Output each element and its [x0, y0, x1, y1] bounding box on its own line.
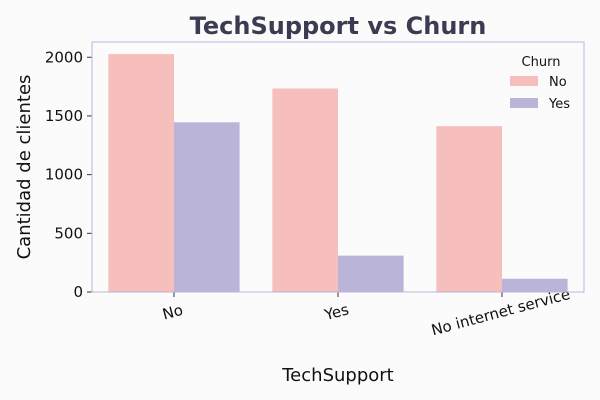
x-axis: No Yes No internet service [161, 285, 573, 339]
x-axis-label: TechSupport [281, 365, 393, 386]
y-tick-label: 1500 [45, 107, 83, 125]
legend-swatch-yes [510, 98, 538, 108]
plot-frame [91, 41, 585, 293]
y-tick-label: 500 [54, 224, 83, 242]
bars-group [108, 54, 568, 293]
x-tick-label: No [161, 301, 185, 324]
y-tick-label: 2000 [45, 48, 83, 66]
legend: Churn No Yes [510, 55, 570, 112]
y-tick-label: 1000 [45, 166, 83, 184]
legend-title: Churn [522, 55, 561, 70]
bar-no-0 [108, 54, 174, 293]
bar-no-2 [436, 126, 502, 293]
y-tick-label: 0 [73, 283, 83, 301]
legend-label-yes: Yes [548, 97, 570, 112]
chart-title: TechSupport vs Churn [190, 12, 487, 40]
legend-label-no: No [549, 75, 567, 90]
bar-yes-0 [174, 122, 240, 292]
x-tick-label: Yes [322, 300, 351, 324]
y-axis: 0 500 1000 1500 2000 [45, 48, 92, 301]
bar-yes-1 [338, 255, 404, 292]
x-tick-label: No internet service [429, 285, 572, 339]
legend-swatch-no [510, 76, 538, 86]
bar-yes-2 [502, 278, 568, 292]
bar-no-1 [272, 88, 338, 292]
y-axis-label: Cantidad de clientes [14, 75, 35, 260]
